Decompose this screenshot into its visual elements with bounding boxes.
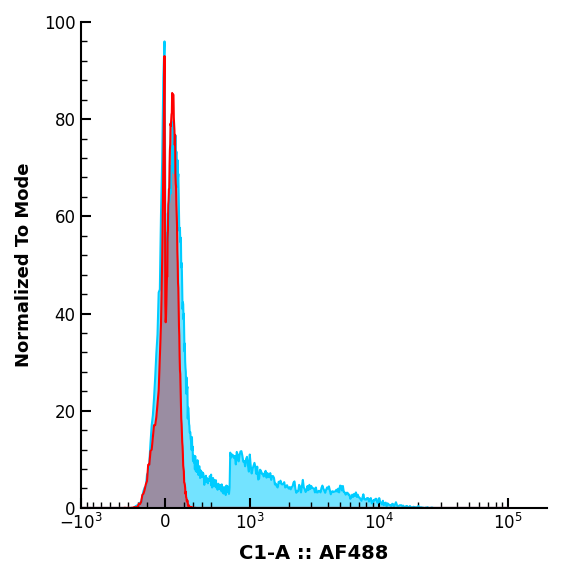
X-axis label: C1-A :: AF488: C1-A :: AF488 [239, 544, 388, 563]
Y-axis label: Normalized To Mode: Normalized To Mode [15, 163, 33, 367]
